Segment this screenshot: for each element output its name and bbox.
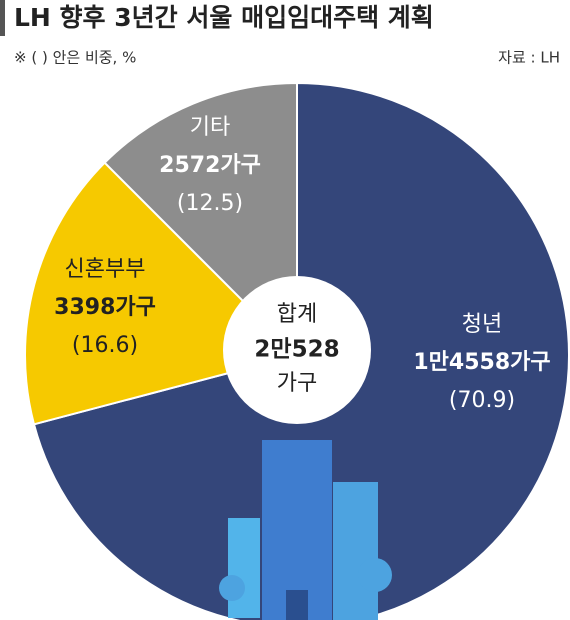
slice-value: (70.9) [449, 388, 515, 413]
slice-label: 신혼부부 [65, 257, 146, 282]
pie-slice [103, 81, 298, 358]
slice-value: (12.5) [177, 191, 243, 216]
buildings-illustration [219, 440, 392, 620]
title-bar [0, 0, 5, 36]
center-label: 합계 [277, 302, 317, 327]
slice-label: 기타 [190, 115, 230, 140]
slice-value: (16.6) [72, 333, 138, 358]
slice-count: 1만4558가구 [413, 350, 550, 375]
subtitle: ※ ( ) 안은 비중, % [14, 49, 136, 67]
chart-title: LH 향후 3년간 서울 매입임대주택 계획 [14, 3, 434, 32]
center-unit: 가구 [277, 371, 317, 396]
center-total: 2만528 [254, 337, 339, 363]
source: 자료 : LH [498, 49, 560, 67]
center-circle [223, 276, 371, 424]
slice-count: 2572가구 [159, 153, 261, 178]
slice-count: 3398가구 [54, 295, 156, 320]
slice-label: 청년 [462, 312, 502, 337]
